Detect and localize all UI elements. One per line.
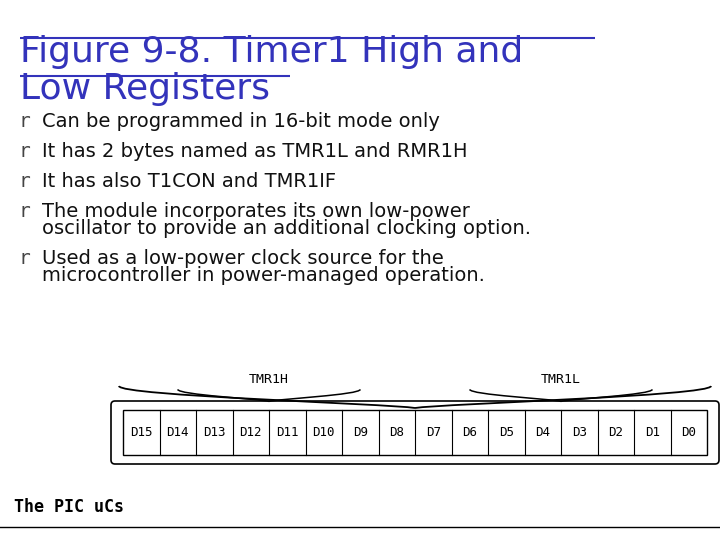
Text: D4: D4 [535,426,550,439]
Text: D7: D7 [426,426,441,439]
Text: Used as a low-power clock source for the: Used as a low-power clock source for the [42,249,444,268]
Text: It has 2 bytes named as TMR1L and RMR1H: It has 2 bytes named as TMR1L and RMR1H [42,142,467,161]
Text: D11: D11 [276,426,299,439]
Text: D15: D15 [130,426,153,439]
Text: r: r [18,112,30,131]
Text: D5: D5 [499,426,514,439]
Text: D3: D3 [572,426,587,439]
Bar [123,410,707,455]
Text: oscillator to provide an additional clocking option.: oscillator to provide an additional cloc… [42,219,531,238]
Text: D13: D13 [203,426,225,439]
Text: D9: D9 [353,426,368,439]
Text: Can be programmed in 16-bit mode only: Can be programmed in 16-bit mode only [42,112,440,131]
Text: D10: D10 [312,426,335,439]
Text: TMR1H: TMR1H [249,373,289,387]
Text: The module incorporates its own low-power: The module incorporates its own low-powe… [42,202,470,221]
Text: TMR1L: TMR1L [541,373,581,387]
Text: D0: D0 [681,426,696,439]
Text: r: r [18,142,30,161]
Text: D14: D14 [166,426,189,439]
Text: microcontroller in power-managed operation.: microcontroller in power-managed operati… [42,266,485,285]
Text: D6: D6 [462,426,477,439]
Text: D1: D1 [644,426,660,439]
Text: It has also T1CON and TMR1IF: It has also T1CON and TMR1IF [42,172,336,191]
Text: D2: D2 [608,426,624,439]
Text: D8: D8 [390,426,404,439]
FancyBboxPatch shape [111,401,719,464]
Text: Figure 9-8. Timer1 High and: Figure 9-8. Timer1 High and [20,35,523,69]
Text: Low Registers: Low Registers [20,72,270,106]
Text: The PIC uCs: The PIC uCs [14,498,124,516]
Text: r: r [18,202,30,221]
Text: D12: D12 [240,426,262,439]
Text: r: r [18,172,30,191]
Text: r: r [18,249,30,268]
